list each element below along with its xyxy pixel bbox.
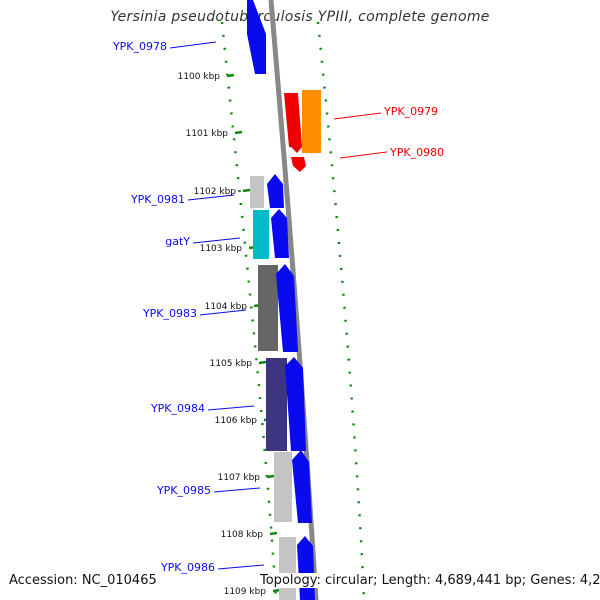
leader-ypk-0983 [199,309,247,316]
scale-tick-label: 1107 kbp [218,473,261,483]
map-title: Yersinia pseudotuberculosis YPIII, compl… [110,9,490,25]
leader-ypk-0981 [187,194,235,201]
reverse-strand-genes [250,176,296,600]
scale-tick-mark [269,531,278,536]
scale-tick-label: 1108 kbp [221,530,264,540]
scale-tick-mark [234,130,243,135]
label-ypk-0981[interactable]: YPK_0981 [130,193,185,206]
label-ypk-0979[interactable]: YPK_0979 [383,105,438,118]
gene-ypk-0984-arrow [285,357,306,451]
scale-tick-mark [242,188,251,193]
scale-tick-mark [226,73,235,78]
topology-text: Topology: circular; Length: 4,689,441 bp… [258,573,600,588]
gene-ypk-0983-block [258,265,278,351]
forward-strand-genes [247,0,315,600]
leader-ypk-0985 [213,487,261,493]
leader-ypk-0978 [169,41,217,49]
scale-tick-label: 1100 kbp [178,72,221,82]
leader-ypk-0984 [207,405,255,411]
gene-ypk-0983-arrow [276,264,298,352]
scale-tick-label: 1104 kbp [205,302,248,312]
scale-tick-mark [272,588,281,593]
leader-ypk-0986 [217,564,265,570]
scale-tick-label: 1106 kbp [215,416,258,426]
scale-tick-label: 1103 kbp [200,244,243,254]
leader-gaty [192,237,241,244]
label-ypk-0978[interactable]: YPK_0978 [112,40,167,53]
gene-ypk-0985-block [274,452,292,522]
gene-gaty-arrow [271,209,289,258]
gene-ypk-0981-arrow [267,174,284,208]
gene-ypk-0984-block [266,358,287,451]
gene-ypk-0986-block [279,537,296,600]
highlight-genes [284,90,321,172]
scale-tick-label: 1102 kbp [194,187,237,197]
leader-ypk-0980 [339,151,388,159]
accession-text: Accession: NC_010465 [7,573,159,588]
gene-gaty-block [253,210,269,259]
gene-labels[interactable]: YPK_0978 YPK_0979 YPK_0980 YPK_0981 gatY… [112,40,444,574]
label-ypk-0984[interactable]: YPK_0984 [150,402,205,415]
scale-tick-mark [258,360,267,365]
gene-ypk-0980-block [302,90,321,153]
scale-tick-label: 1105 kbp [210,359,253,369]
gene-ypk-0980-arrow [291,157,306,172]
gene-ypk-0979-arrow [284,93,302,153]
label-ypk-0983[interactable]: YPK_0983 [142,307,197,320]
label-ypk-0986[interactable]: YPK_0986 [160,561,215,574]
gene-ypk-0985-arrow [292,450,312,523]
label-ypk-0985[interactable]: YPK_0985 [156,484,211,497]
leader-ypk-0979 [333,112,382,120]
scale-tick-mark [266,474,275,479]
label-ypk-0980[interactable]: YPK_0980 [389,146,444,159]
scale-tick-label: 1101 kbp [186,129,229,139]
gene-ypk-0981-block [250,176,264,208]
scale-tick-label: 1109 kbp [224,587,267,597]
outer-dotted-track [316,21,366,600]
label-gaty[interactable]: gatY [165,235,190,248]
gene-ypk-0978-arrow [247,0,266,74]
gene-ypk-0986-arrow [297,536,315,600]
